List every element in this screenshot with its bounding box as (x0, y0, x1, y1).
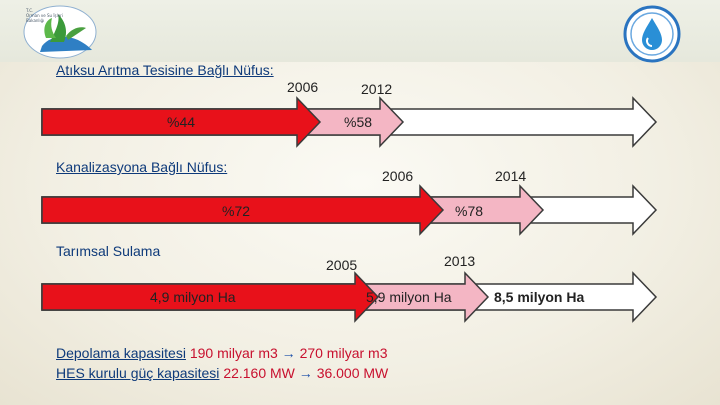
hes-label: HES kurulu güç kapasitesi (56, 365, 220, 381)
value-sulama-mid: 5,9 milyon Ha (366, 289, 452, 305)
year-sulama-start: 2005 (326, 257, 358, 273)
ministry-logo-text: T.C. Orman ve Su İşleri Bakanlığı (26, 8, 63, 23)
logo-line-1: T.C. (26, 8, 34, 13)
footer-depolama: Depolama kapasitesi 190 milyar m3 → 270 … (56, 345, 387, 361)
depolama-label: Depolama kapasitesi (56, 345, 186, 361)
value-sulama-start: 4,9 milyon Ha (150, 289, 236, 305)
year-sulama-end: 2013 (444, 253, 476, 269)
heading-sulama: Tarımsal Sulama (56, 243, 161, 259)
logo-line-3: Bakanlığı (26, 18, 45, 23)
year-atiksu-start: 2006 (287, 79, 319, 95)
heading-atiksu: Atıksu Arıtma Tesisine Bağlı Nüfus: (56, 62, 274, 78)
water-drop-seal-logo (623, 5, 681, 63)
arrow-kanalizasyon-start-fill (41, 184, 445, 236)
value-atiksu-end: %58 (344, 114, 373, 130)
year-atiksu-end: 2012 (361, 81, 393, 97)
value-kanalizasyon-start: %72 (222, 203, 251, 219)
arrow-sulama-start-fill (41, 271, 380, 323)
year-kanalizasyon-start: 2006 (382, 168, 414, 184)
arrow-atiksu-start-fill (41, 96, 322, 148)
value-sulama-end: 8,5 milyon Ha (494, 289, 585, 305)
heading-kanalizasyon: Kanalizasyona Bağlı Nüfus: (56, 159, 228, 175)
depolama-to: 270 milyar m3 (299, 345, 388, 361)
logo-line-2: Orman ve Su İşleri (26, 13, 63, 18)
value-atiksu-start: %44 (167, 114, 196, 130)
footer-hes: HES kurulu güç kapasitesi 22.160 MW → 36… (56, 365, 388, 381)
year-kanalizasyon-end: 2014 (495, 168, 527, 184)
depolama-from: 190 milyar m3 (189, 345, 278, 361)
hes-arrow-icon: → (298, 365, 313, 381)
ministry-logo (23, 5, 97, 59)
value-kanalizasyon-end: %78 (455, 203, 484, 219)
depolama-arrow-icon: → (281, 345, 296, 361)
header-band (0, 0, 720, 62)
hes-to: 36.000 MW (316, 365, 389, 381)
hes-from: 22.160 MW (223, 365, 295, 381)
